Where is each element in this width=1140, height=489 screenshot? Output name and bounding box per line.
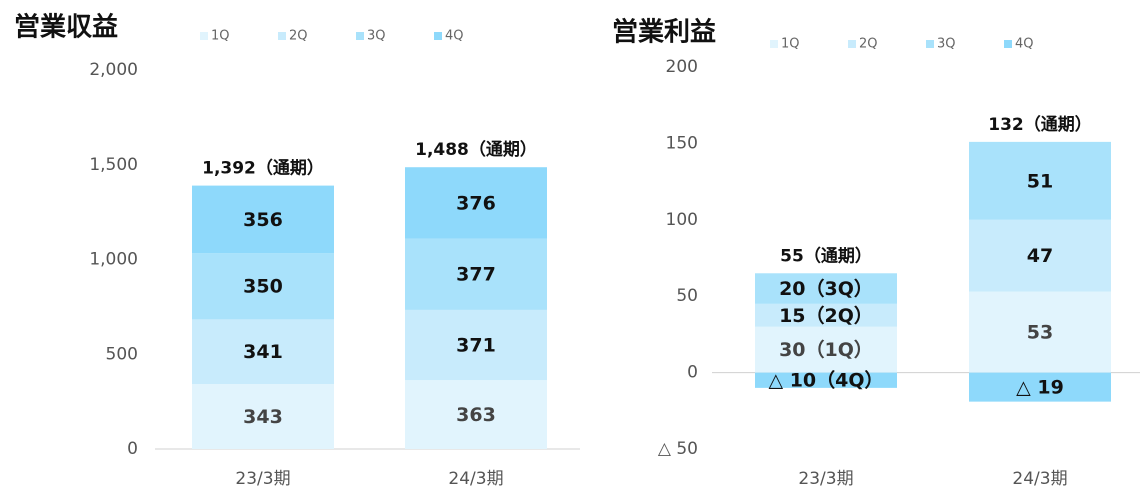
y-tick-label: 100 [666, 210, 698, 230]
data-label: 341 [243, 341, 283, 363]
legend-swatch [848, 40, 856, 48]
bar-segment [192, 384, 334, 449]
legend-label: 1Q [211, 29, 230, 44]
y-tick-label: 0 [687, 363, 698, 383]
data-label: 376 [456, 192, 496, 214]
y-tick-label: 1,500 [89, 155, 138, 175]
data-label: 53 [1027, 322, 1053, 344]
data-label: △ 19 [1016, 377, 1064, 399]
data-label: 20（3Q） [779, 277, 873, 300]
y-tick-label: 200 [666, 57, 698, 77]
x-tick-label: 23/3期 [798, 469, 853, 489]
legend-swatch [434, 32, 442, 40]
data-label: 15（2Q） [779, 304, 873, 327]
legend-label: 4Q [445, 29, 464, 44]
legend-swatch [926, 40, 934, 48]
bar-segment [755, 273, 897, 304]
y-tick-label: 2,000 [89, 60, 138, 80]
legend-label: 3Q [367, 29, 386, 44]
y-tick-label: 500 [106, 344, 138, 364]
bar-segment [405, 380, 547, 449]
data-label: 377 [456, 264, 496, 286]
chart-title: 営業収益 [14, 13, 118, 43]
data-label: 371 [456, 335, 496, 357]
data-label: △ 10（4Q） [768, 369, 883, 392]
data-label: 350 [243, 276, 283, 298]
data-label: 343 [243, 406, 283, 428]
legend-label: 4Q [1015, 37, 1034, 52]
x-tick-label: 23/3期 [235, 469, 290, 489]
bar-segment [192, 253, 334, 320]
bar-segment [192, 185, 334, 254]
bar-segment [755, 372, 897, 388]
legend-swatch [200, 32, 208, 40]
bar-segment [969, 219, 1111, 292]
legend-swatch [278, 32, 286, 40]
bar-segment [192, 319, 334, 385]
data-label: 51 [1027, 170, 1053, 192]
legend-label: 2Q [289, 29, 308, 44]
data-label: 356 [243, 209, 283, 231]
total-label: 55（通期） [780, 245, 872, 266]
bar-segment [969, 141, 1111, 220]
total-label: 1,488（通期） [415, 139, 537, 160]
total-label: 132（通期） [988, 114, 1092, 135]
y-tick-label: 150 [666, 133, 698, 153]
legend-label: 3Q [937, 37, 956, 52]
legend-label: 2Q [859, 37, 878, 52]
bar-segment [969, 372, 1111, 402]
bar-segment [405, 309, 547, 381]
bar-segment [755, 326, 897, 373]
y-tick-label: △ 50 [658, 439, 698, 459]
y-tick-label: 50 [676, 286, 698, 306]
legend-label: 1Q [781, 37, 800, 52]
x-tick-label: 24/3期 [448, 469, 503, 489]
total-label: 1,392（通期） [202, 158, 324, 179]
bar-segment [969, 291, 1111, 373]
chart-title: 営業利益 [612, 18, 716, 48]
bar-segment [405, 238, 547, 310]
legend-swatch [356, 32, 364, 40]
data-label: 47 [1027, 245, 1053, 267]
y-tick-label: 1,000 [89, 250, 138, 270]
legend-swatch [1004, 40, 1012, 48]
legend-swatch [770, 40, 778, 48]
data-label: 363 [456, 404, 496, 426]
x-tick-label: 24/3期 [1012, 469, 1067, 489]
bar-segment [405, 167, 547, 239]
data-label: 30（1Q） [779, 338, 873, 361]
y-tick-label: 0 [127, 439, 138, 459]
bar-segment [755, 303, 897, 327]
